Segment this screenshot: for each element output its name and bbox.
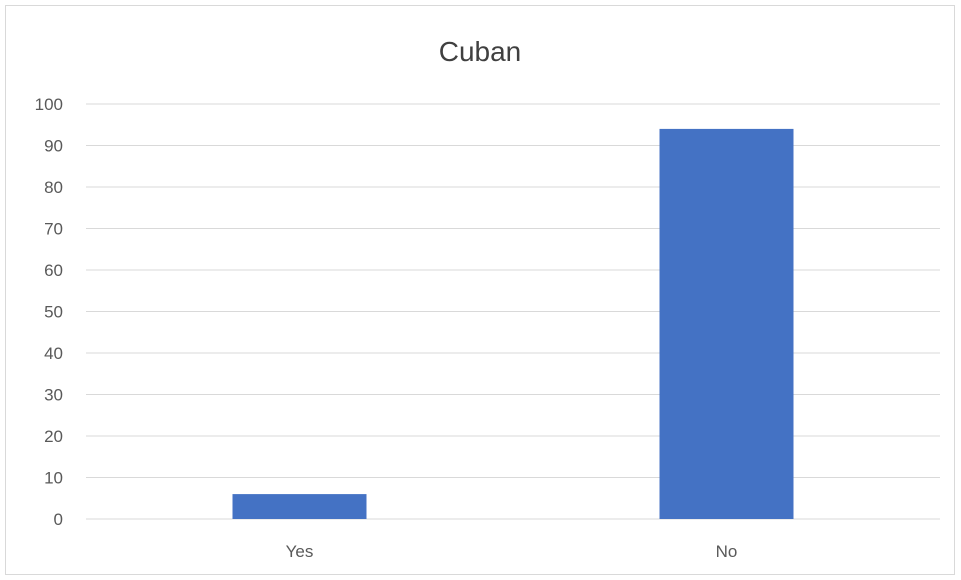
y-tick-label: 80: [44, 178, 63, 197]
x-tick-label: Yes: [286, 542, 314, 561]
y-tick-label: 60: [44, 261, 63, 280]
y-tick-label: 40: [44, 344, 63, 363]
y-tick-label: 70: [44, 220, 63, 239]
x-axis-tick-labels: Yes No: [286, 542, 738, 561]
chart-title: Cuban: [438, 36, 522, 67]
y-tick-label: 20: [44, 427, 63, 446]
bar-no: [659, 128, 794, 519]
x-tick-label: No: [716, 542, 738, 561]
chart-frame: Cuban: [5, 5, 955, 575]
y-tick-label: 0: [54, 510, 63, 529]
y-tick-label: 50: [44, 303, 63, 322]
y-tick-label: 90: [44, 137, 63, 156]
y-tick-label: 30: [44, 386, 63, 405]
bars: [232, 128, 794, 519]
y-tick-label: 10: [44, 469, 63, 488]
gridlines: [86, 103, 940, 520]
y-axis-tick-labels: 0 10 20 30 40 50 60 70 80 90 100: [35, 95, 63, 529]
y-tick-label: 100: [35, 95, 63, 114]
bar-yes: [232, 494, 367, 519]
